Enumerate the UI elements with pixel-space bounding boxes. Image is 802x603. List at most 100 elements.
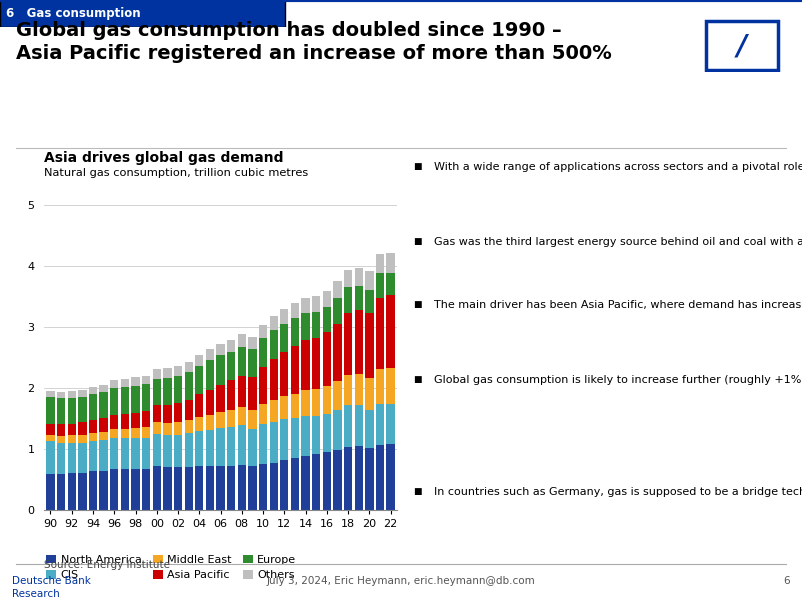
Bar [99, 392, 107, 418]
Bar [259, 464, 267, 510]
Bar [249, 377, 257, 409]
Text: Gas was the third largest energy source behind oil and coal with a share of 23% : Gas was the third largest energy source … [434, 237, 802, 247]
Text: Deutsche Bank
Research: Deutsche Bank Research [12, 575, 91, 599]
Bar [259, 325, 267, 338]
Bar [280, 309, 289, 324]
Bar [121, 414, 129, 429]
Bar [354, 405, 363, 446]
Bar [344, 405, 352, 447]
Legend: North America, CIS, Middle East, Asia Pacific, Europe, Others: North America, CIS, Middle East, Asia Pa… [47, 555, 296, 581]
Bar [142, 469, 150, 510]
Bar [291, 458, 299, 510]
Bar [376, 403, 384, 445]
Bar [354, 268, 363, 286]
Bar [312, 454, 320, 510]
Bar [387, 404, 395, 444]
Bar [99, 440, 107, 470]
Bar [47, 424, 55, 435]
Bar [99, 385, 107, 392]
Text: Global gas consumption is likely to increase further (roughly +1% p.a.) since ga: Global gas consumption is likely to incr… [434, 375, 802, 385]
Bar [142, 376, 150, 384]
Bar [387, 368, 395, 404]
Bar [142, 411, 150, 427]
Bar [79, 390, 87, 397]
FancyBboxPatch shape [0, 0, 285, 27]
Bar [322, 452, 331, 510]
Bar [365, 409, 374, 448]
Bar [67, 473, 76, 510]
Bar [344, 447, 352, 510]
Bar [132, 428, 140, 438]
Bar [110, 415, 119, 429]
Bar [195, 466, 204, 510]
Bar [99, 418, 107, 432]
Bar [132, 386, 140, 412]
Bar [269, 463, 277, 510]
Bar [344, 270, 352, 287]
Bar [354, 374, 363, 405]
Bar [184, 372, 192, 400]
Bar [334, 410, 342, 450]
Bar [99, 432, 107, 440]
Bar [249, 466, 257, 510]
Bar [132, 377, 140, 386]
Bar [195, 394, 204, 417]
Bar [344, 375, 352, 405]
Bar [227, 352, 235, 380]
Bar [217, 412, 225, 428]
Bar [217, 466, 225, 510]
Bar [280, 352, 289, 396]
Bar [174, 403, 182, 422]
Bar [206, 349, 214, 361]
Text: ■: ■ [412, 300, 421, 309]
Text: ■: ■ [412, 375, 421, 384]
Bar [280, 324, 289, 352]
Bar [376, 370, 384, 403]
Text: In countries such as Germany, gas is supposed to be a bridge technology on the w: In countries such as Germany, gas is sup… [434, 487, 802, 497]
Bar [259, 367, 267, 403]
Bar [249, 349, 257, 377]
Bar [334, 298, 342, 324]
Bar [376, 254, 384, 273]
Bar [67, 435, 76, 443]
Text: With a wide range of applications across sectors and a pivotal role in the energ: With a wide range of applications across… [434, 162, 802, 172]
Bar [195, 366, 204, 394]
Bar [365, 448, 374, 510]
Bar [227, 427, 235, 466]
Bar [164, 435, 172, 467]
Bar [57, 474, 65, 510]
Bar [227, 409, 235, 427]
Bar [142, 438, 150, 469]
Bar [47, 474, 55, 510]
Bar [302, 340, 310, 390]
Bar [387, 444, 395, 510]
Bar [89, 387, 97, 394]
Bar [174, 366, 182, 376]
Bar [132, 438, 140, 469]
Bar [174, 376, 182, 403]
Bar [354, 446, 363, 510]
Bar [291, 418, 299, 458]
Bar [164, 405, 172, 423]
Bar [110, 469, 119, 510]
Bar [334, 381, 342, 410]
Bar [206, 390, 214, 414]
Bar [322, 414, 331, 452]
Text: 6: 6 [784, 575, 790, 586]
Bar [152, 379, 161, 405]
Bar [354, 311, 363, 374]
Bar [217, 355, 225, 385]
Bar [206, 430, 214, 466]
Bar [280, 419, 289, 459]
Bar [195, 417, 204, 431]
Bar [79, 473, 87, 510]
Bar [237, 407, 246, 426]
Bar [237, 334, 246, 347]
Bar [121, 379, 129, 387]
Bar [152, 370, 161, 379]
Bar [206, 466, 214, 510]
Bar [237, 347, 246, 376]
Bar [269, 359, 277, 400]
Bar [174, 435, 182, 467]
Bar [184, 467, 192, 510]
